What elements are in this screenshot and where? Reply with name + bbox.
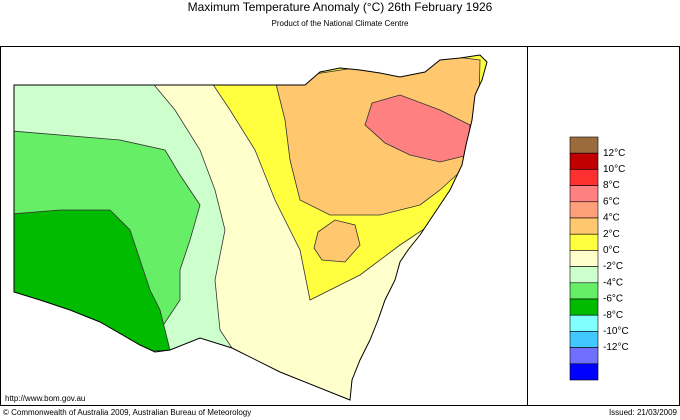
source-url: http://www.bom.gov.au bbox=[5, 394, 85, 403]
zone bbox=[313, 219, 361, 263]
legend-label: -4°C bbox=[603, 277, 623, 288]
subtitle: Product of the National Climate Centre bbox=[272, 19, 410, 28]
legend-swatch bbox=[569, 201, 599, 219]
legend: 12°C 10°C 8°C 6°C 4°C 2°C 0°C -2°C -4°C -6°C -8°C -… bbox=[569, 136, 629, 381]
state-outline bbox=[13, 54, 488, 401]
legend-label: 4°C bbox=[603, 213, 620, 224]
legend-label: 6°C bbox=[603, 196, 620, 207]
legend-swatch bbox=[569, 233, 599, 251]
legend-swatch bbox=[569, 185, 599, 203]
legend-label: 0°C bbox=[603, 245, 620, 256]
legend-swatch bbox=[569, 363, 599, 381]
legend-label: -2°C bbox=[603, 261, 623, 272]
copyright: © Commonwealth of Australia 2009, Austra… bbox=[3, 408, 251, 417]
legend-label: -8°C bbox=[603, 310, 623, 321]
legend-swatch bbox=[569, 217, 599, 235]
legend-swatch bbox=[569, 314, 599, 332]
legend-label: -6°C bbox=[603, 294, 623, 305]
legend-label: 12°C bbox=[603, 148, 625, 159]
legend-swatch bbox=[569, 347, 599, 365]
issued-date: Issued: 21/03/2009 bbox=[609, 408, 678, 417]
legend-label: 8°C bbox=[603, 180, 620, 191]
zone bbox=[364, 94, 471, 163]
anomaly-zones bbox=[14, 55, 487, 400]
legend-swatch bbox=[569, 266, 599, 284]
title: Maximum Temperature Anomaly (°C) 26th Fe… bbox=[188, 0, 493, 14]
legend-label: -10°C bbox=[603, 326, 629, 337]
legend-swatch bbox=[569, 298, 599, 316]
legend-swatch bbox=[569, 282, 599, 300]
legend-label: 2°C bbox=[603, 229, 620, 240]
legend-swatch bbox=[569, 169, 599, 186]
legend-swatch bbox=[569, 331, 599, 348]
legend-swatch bbox=[569, 250, 599, 267]
legend-swatch bbox=[569, 136, 599, 154]
legend-swatch bbox=[569, 152, 599, 170]
legend-label: 10°C bbox=[603, 164, 625, 175]
legend-label: -12°C bbox=[603, 342, 629, 353]
